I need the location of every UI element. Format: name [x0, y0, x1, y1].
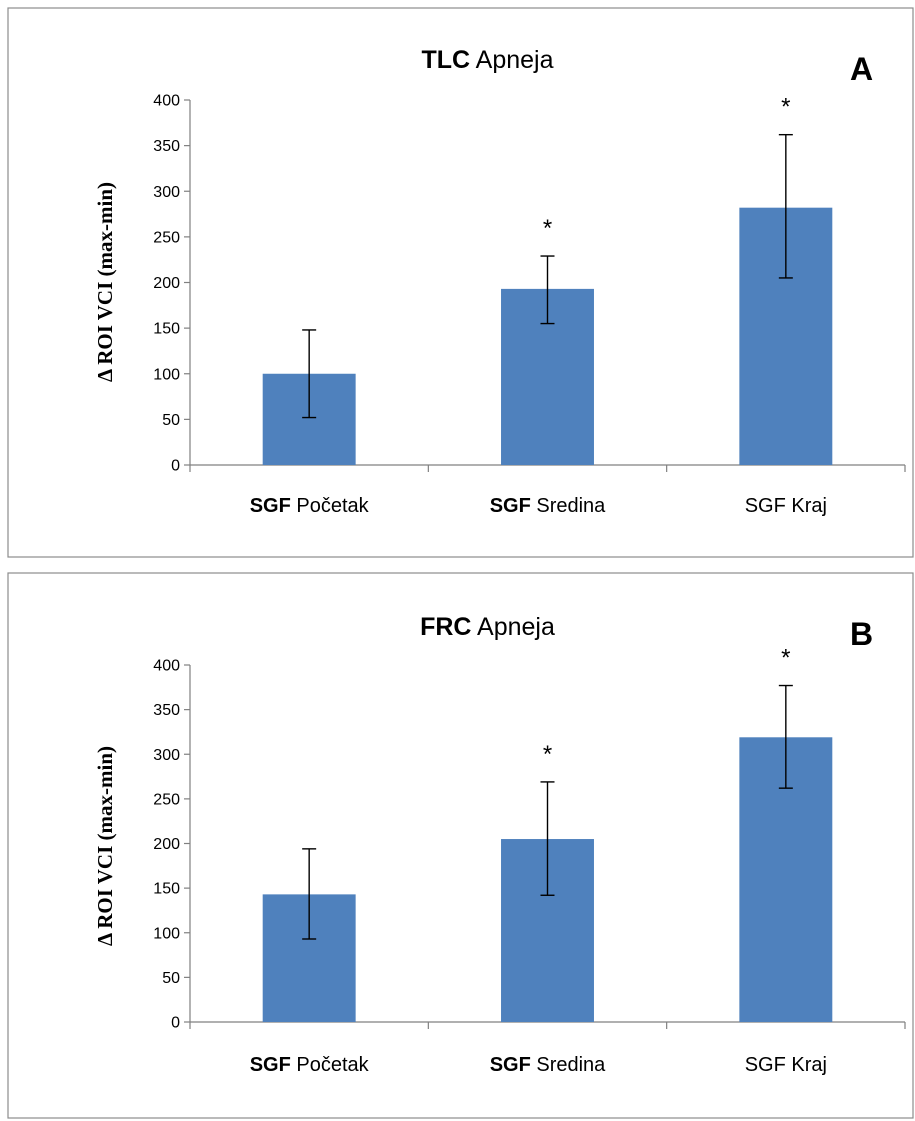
y-tick-label: 100: [153, 366, 180, 383]
y-axis-label: Δ ROI VCI (max-min): [93, 746, 117, 946]
x-category-prefix: SGF: [745, 1054, 786, 1076]
x-category-prefix: SGF: [745, 495, 786, 517]
y-tick-label: 0: [171, 458, 180, 475]
x-category-name: Sredina: [531, 495, 606, 517]
y-tick-label: 0: [171, 1015, 180, 1032]
chart-title: FRC Apneja: [420, 613, 555, 641]
y-tick-label: 400: [153, 93, 180, 110]
x-category-name: Početak: [291, 495, 370, 517]
significance-marker-3: *: [781, 645, 790, 672]
x-category-name: Kraj: [786, 495, 827, 517]
y-axis-label: Δ ROI VCI (max-min): [93, 182, 117, 382]
y-tick-label: 250: [153, 229, 180, 246]
panel-letter: A: [850, 51, 873, 87]
significance-marker-2: *: [543, 215, 552, 242]
y-tick-label: 350: [153, 138, 180, 155]
y-tick-label: 50: [162, 412, 180, 429]
y-tick-label: 350: [153, 702, 180, 719]
y-tick-label: 100: [153, 925, 180, 942]
significance-marker-2: *: [543, 741, 552, 768]
x-category-label-1: SGF Početak: [250, 495, 370, 517]
y-tick-label: 300: [153, 184, 180, 201]
chart-title-bold-part: TLC: [421, 46, 470, 74]
y-tick-label: 300: [153, 747, 180, 764]
chart-panel-a: TLC Apneja A 0 50 100 150 200 250 300 350 400 Δ ROI…: [7, 7, 914, 558]
significance-marker-3: *: [781, 94, 790, 121]
x-category-prefix: SGF: [250, 495, 291, 517]
y-tick-label: 150: [153, 321, 180, 338]
x-category-label-3: SGF Kraj: [745, 1054, 827, 1076]
x-category-name: Sredina: [531, 1054, 606, 1076]
x-category-prefix: SGF: [490, 1054, 531, 1076]
panel-letter: B: [850, 616, 873, 652]
x-category-name: Kraj: [786, 1054, 827, 1076]
x-category-label-3: SGF Kraj: [745, 495, 827, 517]
x-category-prefix: SGF: [250, 1054, 291, 1076]
chart-title-rest: Apneja: [471, 613, 555, 641]
y-tick-label: 150: [153, 881, 180, 898]
x-category-label-1: SGF Početak: [250, 1054, 370, 1076]
chart-title-rest: Apneja: [470, 46, 554, 74]
y-tick-label: 200: [153, 836, 180, 853]
x-category-label-2: SGF Sredina: [490, 1054, 606, 1076]
x-category-label-2: SGF Sredina: [490, 495, 606, 517]
x-category-prefix: SGF: [490, 495, 531, 517]
x-category-name: Početak: [291, 1054, 370, 1076]
chart-title: TLC Apneja: [421, 46, 553, 74]
chart-title-bold-part: FRC: [420, 613, 471, 641]
y-tick-label: 250: [153, 791, 180, 808]
y-tick-label: 50: [162, 970, 180, 987]
y-tick-label: 200: [153, 275, 180, 292]
chart-panel-b: FRC Apneja B 0 50 100 150 200 250 300 350 400 Δ ROI…: [7, 572, 914, 1119]
y-tick-label: 400: [153, 658, 180, 675]
